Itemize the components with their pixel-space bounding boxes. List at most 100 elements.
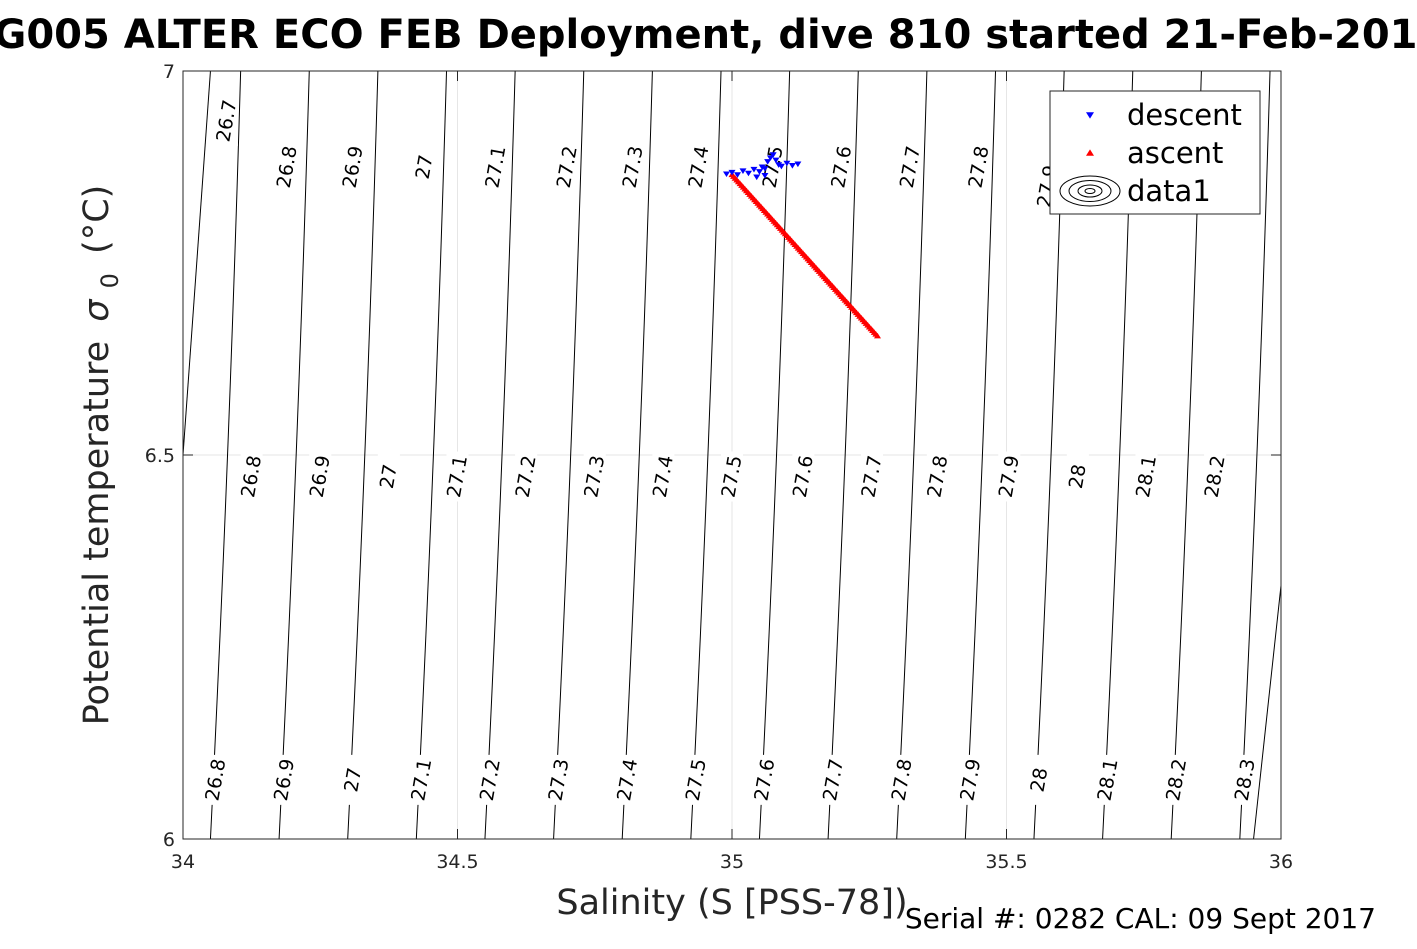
- y-axis-label-subscript: 0: [96, 273, 124, 288]
- descent-point: [775, 162, 783, 168]
- descent-point: [764, 159, 772, 165]
- y-axis-label-unit: (°C): [77, 185, 117, 254]
- legend-marker-descent: [1086, 112, 1094, 119]
- contour-label: 27: [412, 153, 438, 181]
- descent-point: [728, 169, 736, 176]
- descent-series: [723, 152, 802, 181]
- descent-point: [744, 170, 752, 177]
- legend-label: descent: [1127, 98, 1242, 132]
- descent-point: [733, 172, 741, 178]
- contour-line: [278, 70, 310, 840]
- contour-label-bg: [377, 451, 400, 502]
- contour-label-bg: [273, 754, 296, 805]
- contour-label-bg: [484, 142, 507, 192]
- contour-label-bg: [342, 754, 365, 805]
- x-tick-label: 34.5: [436, 851, 478, 873]
- contour-label-bg: [479, 754, 502, 805]
- contour-label-bg: [410, 754, 433, 805]
- x-tick-label: 36: [1269, 851, 1293, 873]
- contour-label-bg: [685, 754, 708, 805]
- contour-label-bg: [753, 754, 776, 805]
- descent-point: [761, 166, 769, 172]
- contour-line: [896, 70, 928, 840]
- y-axis-ticks: 66.57: [145, 61, 1281, 851]
- legend: descent ascent data1: [1049, 90, 1261, 215]
- contour-label-bg: [891, 754, 914, 805]
- contour-label-bg: [830, 142, 853, 192]
- contour-label: 27: [376, 463, 402, 491]
- y-axis-label-main: Potential temperature: [77, 341, 117, 725]
- contour-label-bg: [622, 142, 645, 192]
- legend-label: ascent: [1127, 136, 1223, 170]
- contour-label-bg: [1066, 451, 1089, 502]
- serial-calibration-note: Serial #: 0282 CAL: 09 Sept 2017: [905, 902, 1376, 935]
- contour-label-bg: [822, 754, 845, 805]
- contour-label: 28: [1027, 766, 1053, 794]
- contour-label-bg: [1165, 754, 1188, 805]
- contour-line: [182, 70, 211, 456]
- descent-point: [794, 161, 802, 168]
- descent-point: [777, 163, 785, 170]
- contour-line: [827, 70, 859, 840]
- descent-point: [750, 166, 758, 173]
- chart-title: SG005 ALTER ECO FEB Deployment, dive 810…: [0, 12, 1417, 58]
- contour-label-bg: [860, 451, 883, 502]
- contour-label-bg: [556, 142, 579, 192]
- x-tick-label: 35: [720, 851, 744, 873]
- legend-contour-ring: [1068, 180, 1112, 202]
- contour-label: 27: [340, 766, 366, 794]
- descent-point: [755, 169, 763, 175]
- contour-label-bg: [1234, 754, 1257, 805]
- contour-label-bg: [215, 95, 238, 146]
- contour-label-bg: [1097, 754, 1120, 805]
- x-axis-label: Salinity (S [PSS-78]): [556, 883, 907, 923]
- x-axis-ticks: 34 34.5 35 35.5 36: [171, 71, 1293, 873]
- contour-label-bg: [616, 754, 639, 805]
- contour-label-bg: [583, 451, 606, 502]
- ascent-point: [873, 332, 881, 339]
- contour-label: 28: [1065, 463, 1091, 491]
- contour-line: [1239, 70, 1271, 840]
- contour-label-bg: [413, 142, 436, 192]
- contour-label-bg: [652, 451, 675, 502]
- contour-label-bg: [1135, 451, 1158, 502]
- descent-point: [783, 160, 791, 167]
- descent-point: [772, 157, 780, 164]
- y-axis-label-text: Potential temperature σ 0 (°C): [77, 185, 127, 726]
- contour-label-bg: [968, 142, 991, 192]
- descent-point: [758, 164, 766, 171]
- y-tick-label: 6: [163, 829, 175, 851]
- contour-label-bg: [688, 142, 711, 192]
- legend-contour-ring: [1084, 188, 1096, 194]
- contour-label-bg: [721, 451, 743, 502]
- contour-label-bg: [309, 451, 332, 502]
- legend-marker-ascent: [1086, 149, 1094, 156]
- contour-label-bg: [240, 451, 263, 502]
- contour-line: [964, 70, 997, 840]
- contour-line: [621, 70, 653, 840]
- legend-label: data1: [1127, 174, 1211, 208]
- y-axis-label: Potential temperature σ 0 (°C): [77, 185, 127, 726]
- contour-label-bg: [762, 142, 785, 192]
- ascent-series: [728, 171, 881, 339]
- legend-marker-contour: [1059, 175, 1121, 207]
- contour-line: [415, 70, 448, 840]
- descent-point: [723, 171, 731, 178]
- contour-line: [758, 70, 791, 840]
- descent-point: [769, 152, 777, 158]
- legend-box: [1049, 90, 1261, 215]
- contour-label-bg: [998, 451, 1021, 502]
- contour-label-bg: [342, 142, 365, 192]
- descent-point: [753, 174, 761, 181]
- descent-point: [739, 168, 747, 174]
- contour-line: [1253, 585, 1282, 840]
- contour-label-bg: [926, 451, 949, 502]
- legend-contour-ring: [1077, 184, 1103, 198]
- contour-line: [347, 70, 379, 840]
- legend-contour-ring: [1059, 175, 1121, 207]
- contour-line: [484, 70, 516, 840]
- contour-label-bg: [446, 451, 469, 502]
- contour-label-bg: [276, 142, 299, 192]
